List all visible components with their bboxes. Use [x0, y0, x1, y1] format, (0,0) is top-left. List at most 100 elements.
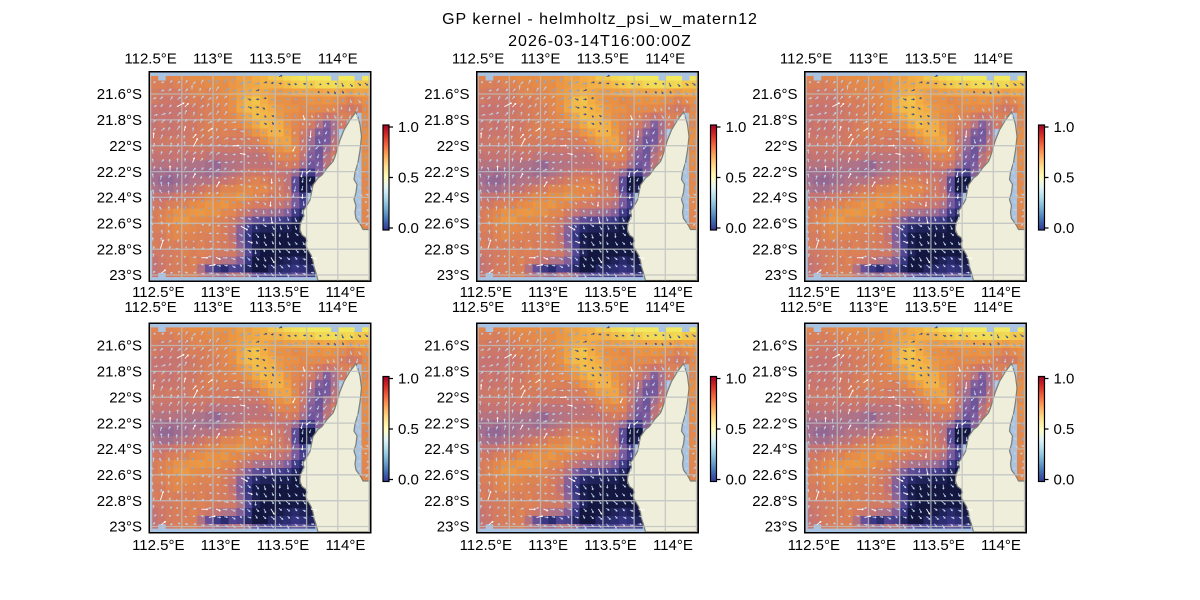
svg-text:22.8°S: 22.8°S	[97, 241, 142, 258]
svg-text:113.5°E: 113.5°E	[249, 50, 301, 67]
svg-text:113.5°E: 113.5°E	[905, 50, 957, 67]
svg-text:22.2°S: 22.2°S	[752, 164, 797, 181]
svg-text:22.4°S: 22.4°S	[752, 441, 797, 458]
svg-text:22.6°S: 22.6°S	[424, 467, 469, 484]
svg-text:0.0: 0.0	[398, 472, 419, 489]
svg-text:22.4°S: 22.4°S	[424, 190, 469, 207]
svg-text:113°E: 113°E	[848, 299, 888, 316]
svg-text:1.0: 1.0	[726, 119, 747, 136]
svg-text:22°S: 22°S	[437, 389, 470, 406]
svg-text:22.6°S: 22.6°S	[97, 216, 142, 233]
svg-text:1.0: 1.0	[726, 371, 747, 388]
svg-text:112.5°E: 112.5°E	[788, 537, 840, 554]
svg-text:0.0: 0.0	[726, 220, 747, 237]
svg-text:22.4°S: 22.4°S	[97, 190, 142, 207]
svg-text:22.8°S: 22.8°S	[752, 493, 797, 510]
svg-text:113.5°E: 113.5°E	[584, 284, 636, 301]
svg-text:22.4°S: 22.4°S	[424, 441, 469, 458]
svg-text:0.5: 0.5	[1054, 170, 1075, 187]
svg-text:114°E: 114°E	[645, 299, 685, 316]
svg-text:22.6°S: 22.6°S	[97, 467, 142, 484]
svg-text:113.5°E: 113.5°E	[577, 299, 629, 316]
svg-text:21.8°S: 21.8°S	[97, 112, 142, 129]
svg-text:113.5°E: 113.5°E	[577, 50, 629, 67]
svg-text:113.5°E: 113.5°E	[912, 537, 964, 554]
svg-text:21.6°S: 21.6°S	[752, 86, 797, 103]
svg-text:112.5°E: 112.5°E	[780, 50, 832, 67]
svg-text:112.5°E: 112.5°E	[132, 537, 184, 554]
svg-text:113°E: 113°E	[856, 284, 896, 301]
svg-text:112.5°E: 112.5°E	[460, 537, 512, 554]
svg-text:21.6°S: 21.6°S	[424, 338, 469, 355]
svg-text:112.5°E: 112.5°E	[124, 299, 176, 316]
svg-text:0.0: 0.0	[1054, 472, 1075, 489]
svg-text:114°E: 114°E	[318, 299, 358, 316]
svg-text:0.5: 0.5	[1054, 421, 1075, 438]
svg-text:GP kernel - helmholtz_psi_w_ma: GP kernel - helmholtz_psi_w_matern12	[442, 11, 758, 28]
svg-text:113°E: 113°E	[528, 537, 568, 554]
svg-text:23°S: 23°S	[109, 267, 142, 284]
svg-text:22.6°S: 22.6°S	[752, 467, 797, 484]
svg-text:23°S: 23°S	[765, 267, 798, 284]
svg-text:114°E: 114°E	[653, 284, 693, 301]
svg-text:0.5: 0.5	[726, 170, 747, 187]
svg-text:114°E: 114°E	[981, 537, 1021, 554]
svg-text:114°E: 114°E	[981, 284, 1021, 301]
svg-text:112.5°E: 112.5°E	[788, 284, 840, 301]
svg-text:113.5°E: 113.5°E	[584, 537, 636, 554]
svg-text:114°E: 114°E	[318, 50, 358, 67]
svg-text:22°S: 22°S	[765, 389, 798, 406]
svg-text:21.8°S: 21.8°S	[752, 112, 797, 129]
svg-text:21.6°S: 21.6°S	[752, 338, 797, 355]
svg-text:21.6°S: 21.6°S	[424, 86, 469, 103]
svg-text:23°S: 23°S	[437, 519, 470, 536]
svg-text:22.2°S: 22.2°S	[752, 415, 797, 432]
svg-text:112.5°E: 112.5°E	[124, 50, 176, 67]
svg-text:22.2°S: 22.2°S	[424, 164, 469, 181]
svg-text:113°E: 113°E	[193, 299, 233, 316]
svg-text:23°S: 23°S	[437, 267, 470, 284]
svg-text:21.8°S: 21.8°S	[424, 112, 469, 129]
svg-text:114°E: 114°E	[645, 50, 685, 67]
svg-text:21.8°S: 21.8°S	[424, 364, 469, 381]
svg-text:0.0: 0.0	[1054, 220, 1075, 237]
svg-text:22°S: 22°S	[437, 138, 470, 155]
svg-text:113°E: 113°E	[520, 299, 560, 316]
svg-text:113.5°E: 113.5°E	[257, 284, 309, 301]
svg-text:22.6°S: 22.6°S	[424, 216, 469, 233]
svg-text:0.5: 0.5	[398, 170, 419, 187]
svg-text:114°E: 114°E	[973, 299, 1013, 316]
svg-text:21.6°S: 21.6°S	[97, 86, 142, 103]
svg-text:112.5°E: 112.5°E	[452, 50, 504, 67]
svg-text:114°E: 114°E	[325, 537, 365, 554]
svg-text:0.5: 0.5	[726, 421, 747, 438]
svg-text:1.0: 1.0	[398, 119, 419, 136]
svg-text:112.5°E: 112.5°E	[132, 284, 184, 301]
svg-text:113.5°E: 113.5°E	[257, 537, 309, 554]
svg-text:113°E: 113°E	[856, 537, 896, 554]
svg-text:1.0: 1.0	[398, 371, 419, 388]
svg-text:21.8°S: 21.8°S	[752, 364, 797, 381]
svg-text:113.5°E: 113.5°E	[912, 284, 964, 301]
svg-text:112.5°E: 112.5°E	[452, 299, 504, 316]
svg-text:22°S: 22°S	[765, 138, 798, 155]
svg-text:22.8°S: 22.8°S	[424, 241, 469, 258]
svg-text:0.0: 0.0	[398, 220, 419, 237]
svg-text:23°S: 23°S	[765, 519, 798, 536]
svg-text:22.6°S: 22.6°S	[752, 216, 797, 233]
svg-text:22.8°S: 22.8°S	[97, 493, 142, 510]
svg-text:113°E: 113°E	[528, 284, 568, 301]
svg-text:22.2°S: 22.2°S	[97, 164, 142, 181]
svg-text:22°S: 22°S	[109, 138, 142, 155]
svg-text:22.4°S: 22.4°S	[752, 190, 797, 207]
svg-text:114°E: 114°E	[325, 284, 365, 301]
svg-text:113.5°E: 113.5°E	[905, 299, 957, 316]
svg-text:22.8°S: 22.8°S	[424, 493, 469, 510]
svg-text:21.6°S: 21.6°S	[97, 338, 142, 355]
svg-text:22.4°S: 22.4°S	[97, 441, 142, 458]
svg-text:23°S: 23°S	[109, 519, 142, 536]
svg-text:22.2°S: 22.2°S	[97, 415, 142, 432]
svg-text:112.5°E: 112.5°E	[780, 299, 832, 316]
svg-text:113°E: 113°E	[201, 284, 241, 301]
svg-text:1.0: 1.0	[1054, 371, 1075, 388]
